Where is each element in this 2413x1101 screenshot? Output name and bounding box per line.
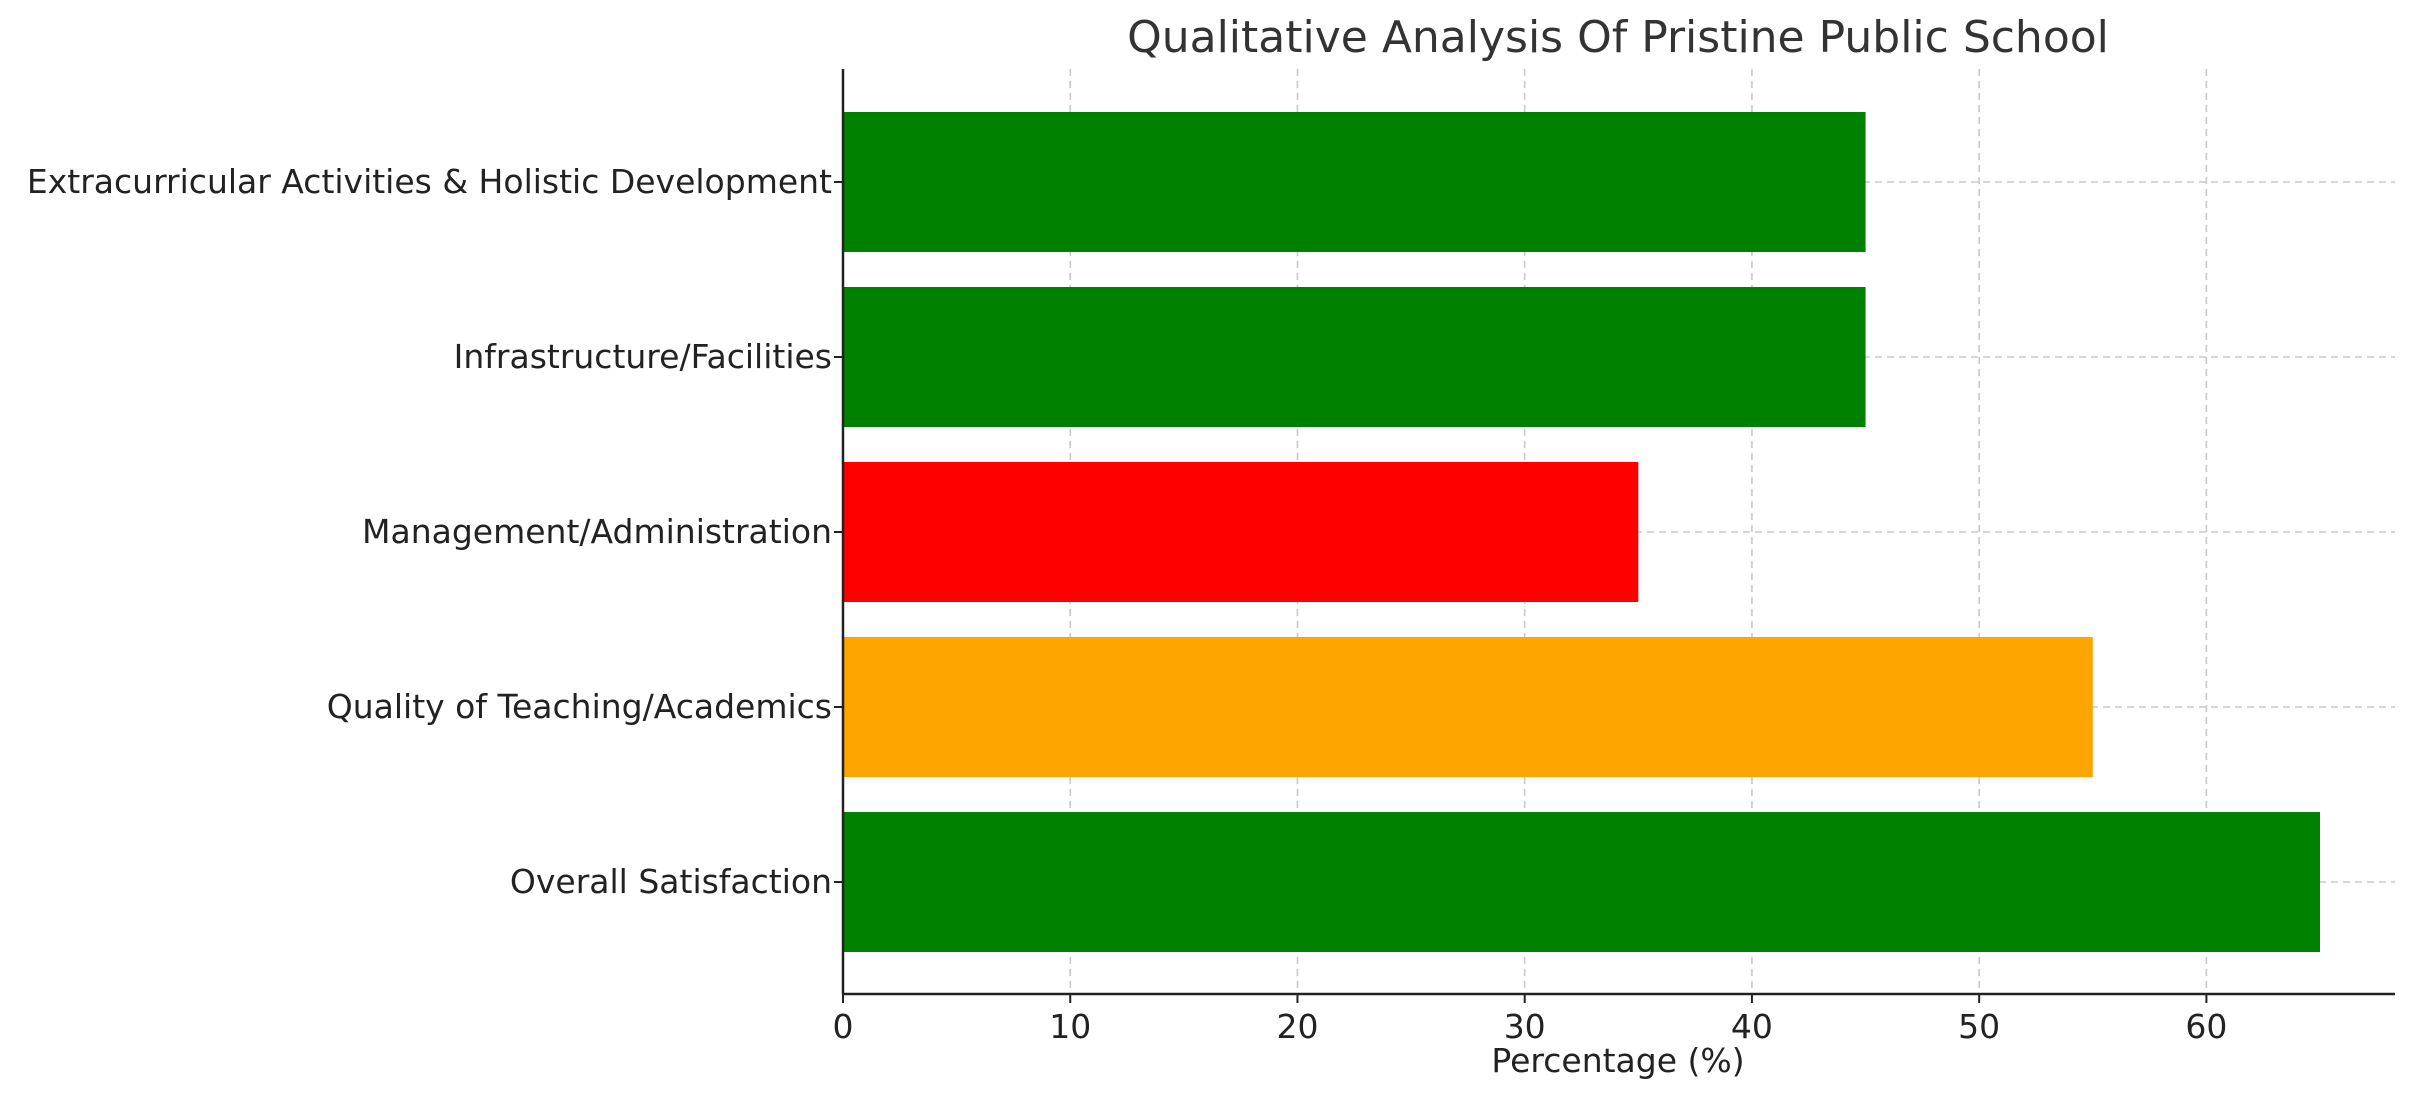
x-tick-label: 0 — [833, 1007, 854, 1046]
x-tick-label: 20 — [1276, 1007, 1318, 1046]
x-tick-label: 40 — [1731, 1007, 1773, 1046]
category-label: Infrastructure/Facilities — [454, 337, 832, 376]
tick-layer: 0 10 20 30 40 50 60 — [833, 181, 2227, 1046]
x-tick-label: 30 — [1504, 1007, 1546, 1046]
bar — [843, 462, 1639, 602]
x-tick-label: 50 — [1958, 1007, 2000, 1046]
x-axis-label: Percentage (%) — [1491, 1041, 1744, 1080]
bar — [843, 287, 1866, 427]
bar — [843, 812, 2321, 952]
bar-layer — [843, 112, 2321, 952]
x-tick-label: 60 — [2185, 1007, 2227, 1046]
category-label: Overall Satisfaction — [510, 862, 832, 901]
category-label: Management/Administration — [362, 512, 832, 551]
bar — [843, 112, 1866, 252]
chart-title: Qualitative Analysis Of Pristine Public … — [1127, 12, 2109, 63]
category-label-layer: Overall Satisfaction Quality of Teaching/… — [27, 162, 832, 901]
category-label: Extracurricular Activities & Holistic De… — [27, 162, 832, 201]
bar — [843, 637, 2093, 777]
category-label: Quality of Teaching/Academics — [327, 687, 832, 726]
x-tick-label: 10 — [1049, 1007, 1091, 1046]
